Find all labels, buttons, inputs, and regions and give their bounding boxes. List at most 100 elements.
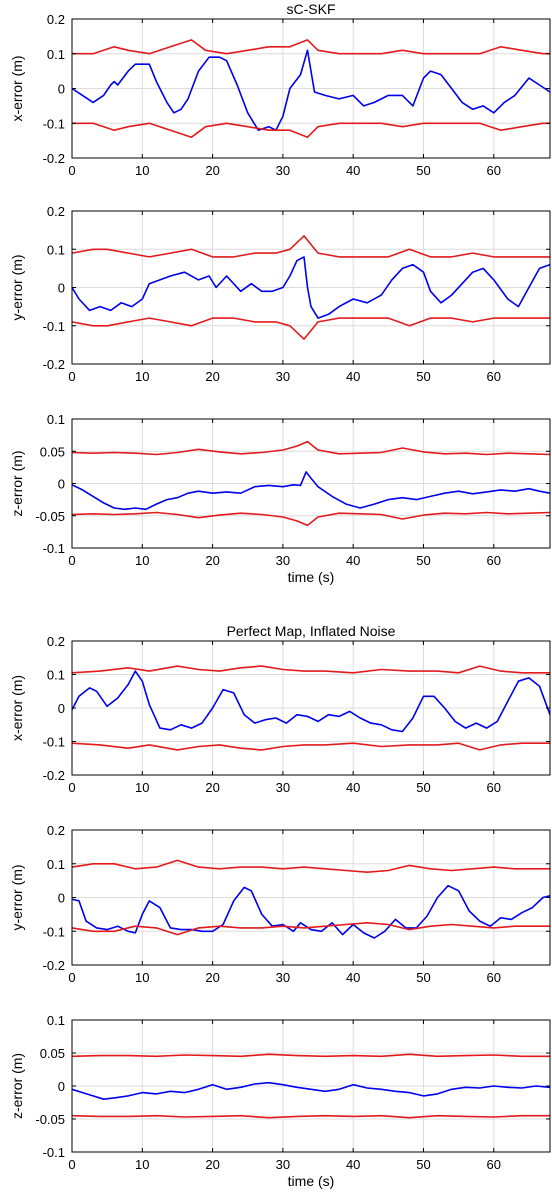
x-tick-label: 50 bbox=[416, 970, 430, 985]
y-tick-label: -0.1 bbox=[43, 1145, 65, 1160]
y-tick-label: 0.05 bbox=[40, 444, 65, 459]
upper-bound-line bbox=[71, 665, 550, 674]
y-tick-label: -0.2 bbox=[43, 958, 65, 973]
y-tick-label: 0.2 bbox=[47, 204, 65, 219]
y-tick-label: 0.2 bbox=[47, 634, 65, 649]
y-tick-label: 0.1 bbox=[47, 1013, 65, 1028]
error-series-line bbox=[71, 471, 551, 511]
x-tick-label: 30 bbox=[276, 1157, 290, 1172]
chart-title: Perfect Map, Inflated Noise bbox=[227, 623, 396, 639]
error-series-line bbox=[71, 49, 551, 131]
y-tick-label: -0.1 bbox=[43, 541, 65, 556]
y-tick-label: -0.1 bbox=[43, 319, 65, 334]
y-tick-label: -0.2 bbox=[43, 768, 65, 783]
x-tick-label: 10 bbox=[135, 780, 149, 795]
upper-bound-line bbox=[71, 440, 551, 456]
chart-panel-1: 0 10 20 30 40 50 60 -0.2 -0.1 0 0.1 0.2 x-error (m) s… bbox=[9, 1, 551, 178]
lower-bound-line bbox=[71, 742, 550, 751]
y-axis-label: z-error (m) bbox=[9, 1053, 25, 1119]
y-tick-label: 0 bbox=[58, 701, 65, 716]
x-tick-label: 0 bbox=[68, 1157, 75, 1172]
y-tick-label: 0 bbox=[58, 1079, 65, 1094]
y-tick-label: -0.05 bbox=[35, 509, 65, 524]
x-tick-label: 30 bbox=[276, 369, 290, 384]
lower-bound-line bbox=[71, 317, 550, 340]
lower-bound-line bbox=[71, 1114, 550, 1119]
x-tick-label: 30 bbox=[276, 163, 290, 178]
y-tick-label: -0.2 bbox=[43, 151, 65, 166]
lower-bound-line bbox=[72, 122, 550, 138]
x-axis-label: time (s) bbox=[288, 1173, 335, 1189]
error-series-line bbox=[71, 670, 551, 733]
y-tick-label: 0 bbox=[58, 281, 65, 296]
chart-panel-3: 0 10 20 30 40 50 60 -0.1 -0.05 0 0.05 0.1 z-error (m… bbox=[9, 412, 551, 585]
y-tick-label: -0.1 bbox=[43, 116, 65, 131]
x-tick-label: 30 bbox=[276, 780, 290, 795]
x-tick-label: 0 bbox=[68, 163, 75, 178]
y-tick-label: 0.05 bbox=[40, 1046, 65, 1061]
x-tick-label: 40 bbox=[346, 970, 360, 985]
x-tick-label: 20 bbox=[205, 970, 219, 985]
x-tick-label: 20 bbox=[205, 1157, 219, 1172]
x-tick-label: 50 bbox=[416, 1157, 430, 1172]
y-tick-label: -0.05 bbox=[35, 1112, 65, 1127]
x-tick-label: 20 bbox=[205, 780, 219, 795]
error-series-line bbox=[71, 884, 551, 939]
chart-panel-2: 0 10 20 30 40 50 60 -0.2 -0.1 0 0.1 0.2 y-error (m) bbox=[9, 204, 551, 384]
x-tick-label: 50 bbox=[416, 780, 430, 795]
error-series-line bbox=[71, 1081, 551, 1100]
x-tick-label: 30 bbox=[276, 970, 290, 985]
y-tick-label: -0.2 bbox=[43, 357, 65, 372]
y-tick-label: 0.1 bbox=[47, 47, 65, 62]
y-tick-label: 0.1 bbox=[47, 857, 65, 872]
x-tick-label: 60 bbox=[487, 369, 501, 384]
upper-bound-line bbox=[71, 859, 550, 874]
x-tick-label: 50 bbox=[416, 553, 430, 568]
chart-panel-6: 0 10 20 30 40 50 60 -0.1 -0.05 0 0.05 0.1 z-error (m… bbox=[9, 1013, 551, 1189]
y-tick-label: 0.1 bbox=[47, 242, 65, 257]
chart-panel-4: 0 10 20 30 40 50 60 -0.2 -0.1 0 0.1 0.2 x-error (m) P… bbox=[9, 623, 551, 795]
x-tick-label: 10 bbox=[135, 1157, 149, 1172]
x-tick-label: 0 bbox=[68, 369, 75, 384]
x-tick-label: 60 bbox=[487, 163, 501, 178]
upper-bound-line bbox=[72, 39, 550, 55]
y-axis-label: z-error (m) bbox=[9, 450, 25, 516]
error-series-line bbox=[71, 256, 551, 319]
x-tick-label: 60 bbox=[487, 1157, 501, 1172]
y-axis-label: y-error (m) bbox=[9, 254, 25, 320]
y-axis-label: x-error (m) bbox=[9, 55, 25, 121]
y-tick-label: -0.1 bbox=[43, 735, 65, 750]
x-tick-label: 0 bbox=[68, 553, 75, 568]
chart-panel-5: 0 10 20 30 40 50 60 -0.2 -0.1 0 0.1 0.2 y-error (m) bbox=[9, 823, 551, 985]
y-tick-label: 0 bbox=[58, 891, 65, 906]
chart-title: sC-SKF bbox=[287, 1, 336, 17]
x-tick-label: 40 bbox=[346, 1157, 360, 1172]
y-tick-label: -0.1 bbox=[43, 924, 65, 939]
upper-bound-line bbox=[71, 1053, 550, 1058]
y-tick-label: 0 bbox=[58, 477, 65, 492]
x-tick-label: 50 bbox=[416, 163, 430, 178]
x-tick-label: 40 bbox=[346, 780, 360, 795]
x-tick-label: 10 bbox=[135, 163, 149, 178]
x-tick-label: 40 bbox=[346, 163, 360, 178]
x-tick-label: 10 bbox=[135, 553, 149, 568]
upper-bound-line bbox=[71, 235, 550, 258]
x-tick-label: 10 bbox=[135, 970, 149, 985]
x-tick-label: 0 bbox=[68, 780, 75, 795]
x-tick-label: 20 bbox=[205, 163, 219, 178]
y-tick-label: 0.2 bbox=[47, 823, 65, 838]
y-axis-label: y-error (m) bbox=[9, 864, 25, 930]
x-tick-label: 20 bbox=[205, 553, 219, 568]
x-tick-label: 40 bbox=[346, 553, 360, 568]
y-axis-label: x-error (m) bbox=[9, 675, 25, 741]
lower-bound-line bbox=[71, 511, 551, 527]
x-tick-label: 0 bbox=[68, 970, 75, 985]
x-tick-label: 60 bbox=[487, 780, 501, 795]
x-tick-label: 40 bbox=[346, 369, 360, 384]
x-tick-label: 50 bbox=[416, 369, 430, 384]
y-tick-label: 0.1 bbox=[47, 412, 65, 427]
x-tick-label: 20 bbox=[205, 369, 219, 384]
x-tick-label: 30 bbox=[276, 553, 290, 568]
y-tick-label: 0.2 bbox=[47, 12, 65, 27]
